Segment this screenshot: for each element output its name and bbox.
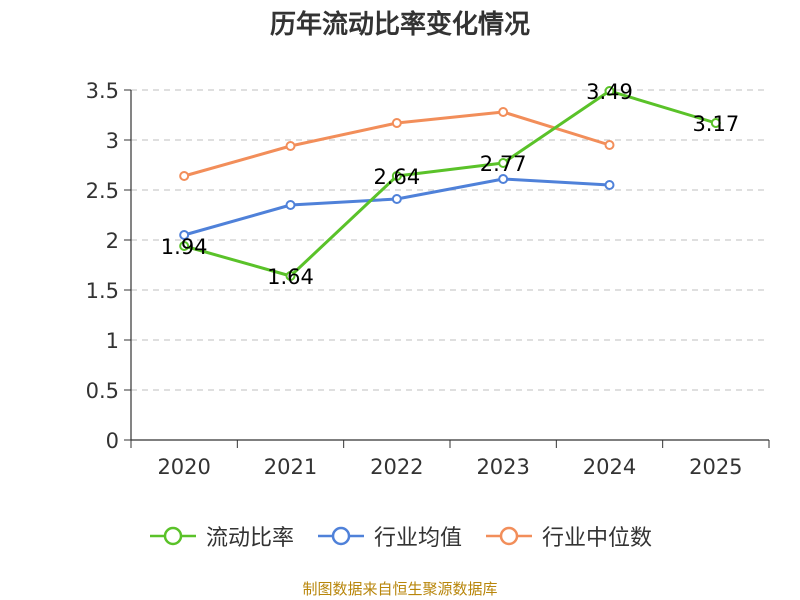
- source-note: 制图数据来自恒生聚源数据库: [302, 580, 498, 598]
- data-point[interactable]: [498, 174, 509, 184]
- data-point[interactable]: [604, 180, 615, 190]
- axes: 0 0.5 1 1.5 2 2.5 3 3.5 2020 2021 2022 2023 2024 2025: [86, 79, 770, 479]
- legend-item-current-ratio[interactable]: 流动比率: [148, 520, 294, 552]
- y-tick-label: 0: [106, 429, 119, 453]
- x-tick-label: 2020: [157, 455, 210, 479]
- x-tick-label: 2023: [476, 455, 529, 479]
- data-point[interactable]: [391, 118, 402, 128]
- data-point[interactable]: [604, 86, 615, 96]
- y-tick-label: 3: [106, 129, 119, 153]
- data-label: 3.17: [692, 112, 739, 136]
- legend-item-industry-mean[interactable]: 行业均值: [316, 520, 462, 552]
- data-point[interactable]: [179, 241, 190, 251]
- y-tick-label: 0.5: [86, 379, 119, 403]
- y-tick-label: 3.5: [86, 79, 119, 103]
- chart-title: 历年流动比率变化情况: [269, 10, 530, 40]
- legend-marker-industry-mean: [317, 526, 364, 546]
- data-point[interactable]: [498, 158, 509, 168]
- data-point[interactable]: [285, 200, 296, 210]
- legend-item-industry-median[interactable]: 行业中位数: [484, 520, 652, 552]
- data-point[interactable]: [391, 171, 402, 181]
- legend-label-industry-median: 行业中位数: [542, 526, 653, 551]
- data-label: 1.64: [267, 265, 314, 289]
- data-point[interactable]: [179, 171, 190, 181]
- data-point[interactable]: [285, 271, 296, 281]
- data-labels: 1.94 1.64 2.64 2.77 3.49 3.17: [161, 80, 739, 289]
- legend-label-industry-mean: 行业均值: [373, 526, 462, 551]
- data-label: 2.64: [373, 165, 420, 189]
- y-tick-label: 1: [106, 329, 119, 353]
- data-point[interactable]: [391, 194, 402, 204]
- grid-lines: [131, 89, 769, 391]
- data-point[interactable]: [285, 141, 296, 151]
- y-tick-label: 2: [106, 229, 119, 253]
- series-line-0: [183, 89, 717, 278]
- legend-marker-current-ratio: [149, 526, 196, 546]
- legend: 流动比率 行业均值 行业中位数: [0, 518, 800, 554]
- x-tick-label: 2021: [264, 455, 317, 479]
- legend-marker-industry-median: [486, 526, 532, 546]
- data-label: 2.77: [480, 152, 527, 176]
- data-point[interactable]: [604, 140, 615, 150]
- x-tick-label: 2022: [370, 455, 423, 479]
- data-point[interactable]: [179, 230, 190, 240]
- data-point[interactable]: [498, 107, 509, 117]
- x-tick-label: 2025: [689, 455, 742, 479]
- y-tick-label: 1.5: [86, 279, 119, 303]
- y-tick-label: 2.5: [86, 179, 119, 203]
- data-label: 3.49: [586, 80, 633, 104]
- x-tick-label: 2024: [583, 455, 636, 479]
- data-label: 1.94: [161, 235, 208, 259]
- data-point[interactable]: [710, 118, 721, 128]
- legend-label-current-ratio: 流动比率: [205, 526, 294, 551]
- series-lines: [179, 86, 721, 281]
